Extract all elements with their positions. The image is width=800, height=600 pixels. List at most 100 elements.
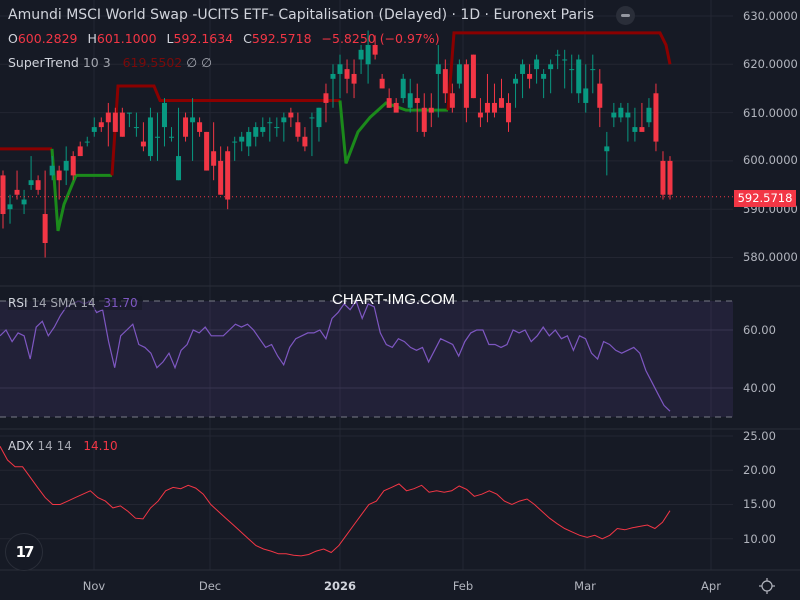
- candle: [7, 194, 13, 224]
- candle: [302, 127, 308, 152]
- candle: [260, 117, 266, 137]
- candle: [393, 98, 399, 113]
- candle: [618, 102, 624, 123]
- candle: [470, 54, 476, 99]
- candle: [653, 83, 659, 152]
- candle: [112, 107, 118, 132]
- candle: [133, 112, 139, 137]
- candle: [267, 117, 273, 142]
- pane-separators[interactable]: [0, 285, 800, 571]
- adx-axis-label: 20.00: [743, 463, 776, 477]
- adx-axis-label: 25.00: [743, 429, 776, 443]
- rsi-axis-label: 60.00: [743, 323, 776, 337]
- candle: [154, 112, 160, 161]
- candle: [288, 107, 294, 128]
- price-axis-label: 630.0000: [743, 9, 798, 23]
- low-value: 592.1634: [173, 31, 234, 46]
- candle: [421, 93, 427, 137]
- candle: [498, 78, 504, 108]
- candle: [611, 102, 617, 128]
- candle: [365, 30, 371, 84]
- rsi-axis-label: 40.00: [743, 381, 776, 395]
- adx-params: 14 14: [37, 439, 72, 453]
- rsi-band: [0, 301, 733, 417]
- change-value: −5.8250 (−0.97%): [321, 31, 440, 46]
- candle: [140, 122, 146, 152]
- candle: [337, 54, 343, 99]
- time-axis-label: Nov: [82, 579, 106, 593]
- candle: [541, 69, 547, 99]
- rsi-name: RSI: [8, 296, 28, 310]
- open-value: 600.2829: [17, 31, 78, 46]
- candle: [56, 165, 62, 200]
- supertrend-name: SuperTrend: [8, 55, 79, 70]
- candle: [583, 64, 589, 113]
- time-axis-label: Mar: [574, 579, 596, 593]
- supertrend-legend[interactable]: SuperTrend 10 3 619.5502 ∅ ∅: [8, 55, 212, 70]
- candle: [667, 156, 673, 200]
- candle: [232, 136, 238, 161]
- candle: [456, 59, 462, 89]
- candle: [35, 175, 41, 195]
- candle: [197, 117, 203, 137]
- settings-gear-icon[interactable]: [758, 577, 776, 595]
- candle: [281, 112, 287, 142]
- candle: [597, 69, 603, 128]
- candle: [442, 59, 448, 103]
- candle: [506, 93, 512, 132]
- candle: [98, 117, 104, 132]
- candle: [161, 98, 167, 147]
- candle: [562, 49, 568, 89]
- adx-value: 14.10: [83, 439, 118, 453]
- time-axis-label: Feb: [452, 579, 474, 593]
- candle: [42, 170, 48, 258]
- candle: [119, 107, 125, 137]
- tradingview-logo[interactable]: 17: [5, 533, 43, 571]
- adx-axis-label: 15.00: [743, 497, 776, 511]
- candle: [105, 102, 111, 147]
- rsi-line[interactable]: [0, 299, 671, 412]
- candle: [295, 112, 301, 142]
- candle: [491, 83, 497, 118]
- candle: [176, 107, 182, 181]
- adx-name: ADX: [8, 439, 34, 453]
- candle: [414, 83, 420, 132]
- candle: [534, 54, 540, 84]
- open-label: O: [8, 31, 18, 46]
- candle: [169, 127, 175, 142]
- candle: [218, 146, 224, 195]
- candle: [274, 117, 280, 137]
- candle: [309, 112, 315, 157]
- candle: [351, 59, 357, 99]
- time-axis-label: Apr: [701, 579, 721, 593]
- candle: [330, 64, 336, 108]
- collapse-legend-button[interactable]: [616, 6, 635, 25]
- adx-legend[interactable]: ADX 14 14 14.10: [8, 439, 118, 453]
- candle: [225, 146, 231, 210]
- candlestick-series[interactable]: [0, 30, 673, 258]
- candle: [569, 54, 575, 94]
- candle: [513, 73, 519, 108]
- candle: [211, 122, 217, 181]
- candle: [639, 102, 645, 132]
- rsi-legend[interactable]: RSI 14 SMA 14 31.70: [8, 296, 142, 310]
- candle: [316, 107, 322, 142]
- low-label: L: [166, 31, 174, 46]
- adx-line[interactable]: [0, 446, 671, 557]
- price-axis-label: 620.0000: [743, 57, 798, 71]
- candle: [625, 102, 631, 142]
- candle: [400, 73, 406, 103]
- supertrend-empty-value-2: ∅: [201, 55, 212, 70]
- candle: [21, 189, 27, 215]
- candle: [576, 54, 582, 103]
- rsi-value: 31.70: [103, 296, 138, 310]
- candle: [604, 131, 610, 176]
- supertrend-empty-value-1: ∅: [186, 55, 198, 70]
- candle: [344, 59, 350, 94]
- candle: [84, 136, 90, 147]
- time-axis-label: Dec: [198, 579, 222, 593]
- candle: [372, 35, 378, 60]
- supertrend-value: 619.5502: [122, 55, 183, 70]
- candle: [147, 107, 153, 161]
